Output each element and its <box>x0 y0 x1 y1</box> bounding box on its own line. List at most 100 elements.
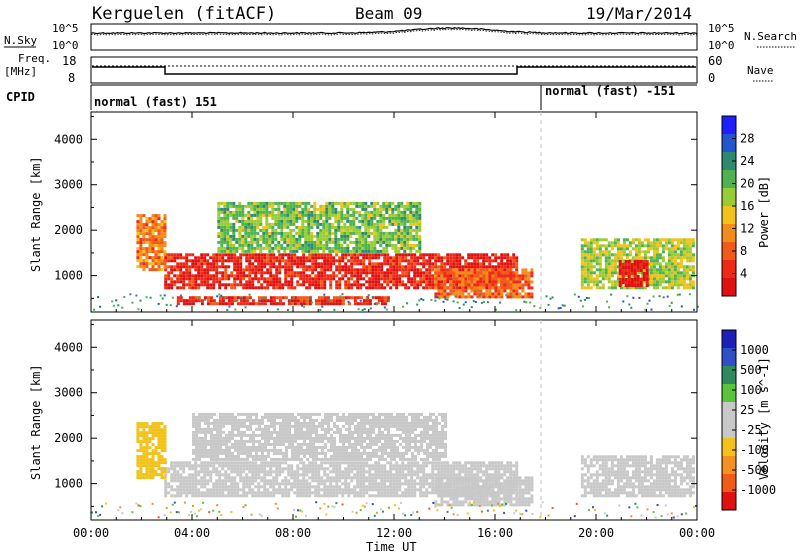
heatmap-cell <box>320 268 324 272</box>
heatmap-cell <box>664 265 668 269</box>
heatmap-cell <box>500 464 504 468</box>
heatmap-cell <box>320 286 324 290</box>
heatmap-cell <box>355 225 359 229</box>
power-cbar-tick: 16 <box>740 199 754 213</box>
heatmap-cell <box>334 234 338 238</box>
heatmap-cell <box>229 240 233 244</box>
heatmap-cell <box>367 294 370 297</box>
heatmap-cell <box>359 302 363 306</box>
heatmap-cell <box>391 210 395 214</box>
heatmap-cell <box>434 467 438 471</box>
heatmap-cell <box>473 277 477 281</box>
heatmap-cell <box>154 244 158 248</box>
heatmap-cell <box>367 225 371 229</box>
heatmap-cell <box>482 464 486 468</box>
heatmap-cell <box>373 222 377 226</box>
heatmap-cell <box>235 213 239 217</box>
heatmap-cell <box>391 207 395 211</box>
heatmap-cell <box>319 243 323 247</box>
heatmap-cell <box>583 256 587 260</box>
heatmap-cell <box>410 494 414 498</box>
heatmap-cell <box>358 246 362 250</box>
heatmap-cell <box>350 467 354 471</box>
heatmap-cell <box>320 265 324 269</box>
heatmap-cell <box>631 256 635 260</box>
heatmap-cell <box>452 473 456 477</box>
heatmap-cell <box>649 256 653 260</box>
heatmap-cell <box>446 473 450 477</box>
heatmap-cell <box>313 207 317 211</box>
heatmap-cell <box>313 243 317 247</box>
heatmap-cell <box>268 213 272 217</box>
heatmap-cell <box>236 464 240 468</box>
heatmap-cell <box>652 238 656 242</box>
heatmap-cell <box>440 295 444 299</box>
heatmap-cell <box>235 237 239 241</box>
heatmap-cell <box>212 277 216 281</box>
heatmap-cell <box>515 485 519 489</box>
heatmap-cell <box>633 260 637 263</box>
heatmap-cell <box>633 284 637 287</box>
heatmap-cell <box>320 274 324 278</box>
heatmap-cell <box>383 280 387 284</box>
heatmap-cell <box>148 232 152 236</box>
heatmap-cell <box>410 256 414 260</box>
heatmap-cell <box>284 280 288 284</box>
heatmap-cell <box>240 448 243 452</box>
heatmap-cell <box>398 262 402 266</box>
heatmap-cell <box>290 274 294 278</box>
heatmap-cell <box>194 286 198 290</box>
heatmap-cell <box>308 253 312 257</box>
heatmap-cell <box>443 271 447 275</box>
heatmap-cell <box>245 280 249 284</box>
heatmap-cell <box>317 280 321 284</box>
heatmap-cell <box>350 479 354 483</box>
heatmap-cell <box>228 305 231 308</box>
heatmap-cell <box>292 243 296 247</box>
heatmap-cell <box>458 482 462 486</box>
heatmap-cell <box>488 256 492 260</box>
heatmap-cell <box>350 491 354 495</box>
heatmap-cell <box>668 304 671 307</box>
heatmap-cell <box>298 231 302 235</box>
heatmap-cell <box>252 454 255 458</box>
heatmap-cell <box>198 445 201 449</box>
heatmap-cell <box>250 237 254 241</box>
heatmap-cell <box>277 216 281 220</box>
heatmap-cell <box>515 292 519 296</box>
heatmap-cell <box>238 246 242 250</box>
heatmap-cell <box>326 473 330 477</box>
heatmap-cell <box>226 249 230 253</box>
heatmap-cell <box>479 253 483 257</box>
heatmap-cell <box>314 286 318 290</box>
heatmap-cell <box>395 274 399 278</box>
heatmap-cell <box>206 479 210 483</box>
heatmap-cell <box>283 231 287 235</box>
heatmap-cell <box>217 246 221 250</box>
heatmap-cell <box>595 277 599 281</box>
heatmap-cell <box>491 295 495 299</box>
heatmap-cell <box>167 286 171 290</box>
heatmap-cell <box>334 216 338 220</box>
heatmap-cell <box>142 238 146 242</box>
heatmap-cell <box>247 228 251 232</box>
heatmap-cell <box>278 302 282 306</box>
heatmap-cell <box>497 292 501 296</box>
heatmap-cell <box>305 268 309 272</box>
heatmap-cell <box>639 269 643 272</box>
heatmap-cell <box>630 272 634 275</box>
heatmap-cell <box>250 243 254 247</box>
heatmap-cell <box>416 473 420 477</box>
heatmap-cell <box>455 274 459 278</box>
heatmap-cell <box>645 266 649 269</box>
heatmap-cell <box>586 262 590 266</box>
heatmap-cell <box>349 201 353 205</box>
heatmap-cell <box>497 262 501 266</box>
heatmap-cell <box>212 488 216 492</box>
heatmap-cell <box>491 286 495 290</box>
heatmap-cell <box>341 268 345 272</box>
heatmap-cell <box>305 259 309 263</box>
heatmap-cell <box>344 253 348 257</box>
heatmap-cell <box>251 476 255 480</box>
heatmap-cell <box>323 259 327 263</box>
